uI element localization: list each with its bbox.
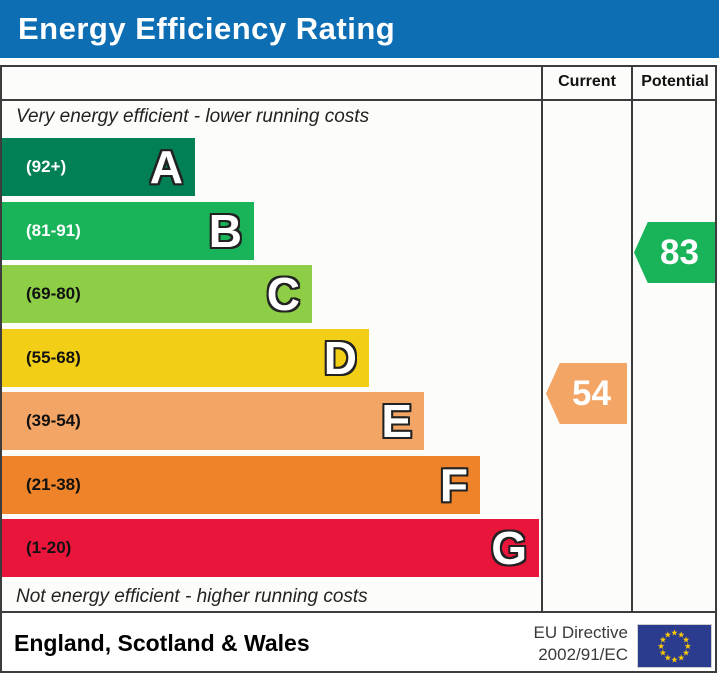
band-e-letter: E xyxy=(381,395,412,447)
band-b: (81-91) B xyxy=(2,202,254,260)
bottom-caption: Not energy efficient - higher running co… xyxy=(16,586,368,607)
eu-directive-line1: EU Directive xyxy=(533,623,628,642)
eu-directive-text: EU Directive 2002/91/EC xyxy=(534,622,628,666)
svg-text:★: ★ xyxy=(657,641,665,651)
potential-rating-value: 83 xyxy=(660,232,699,272)
potential-arrow: 83 xyxy=(634,222,715,283)
eu-flag-icon: ★ ★ ★ ★ ★ ★ ★ ★ ★ ★ ★ ★ xyxy=(637,624,712,668)
column-header-divider xyxy=(0,99,717,101)
region-label: England, Scotland & Wales xyxy=(14,629,310,656)
current-column-header: Current xyxy=(558,73,616,90)
band-f-letter: F xyxy=(439,459,468,511)
band-f: (21-38) F xyxy=(2,456,480,514)
current-rating-value: 54 xyxy=(572,373,611,413)
page-title: Energy Efficiency Rating xyxy=(18,11,396,46)
band-e-range: (39-54) xyxy=(26,411,81,430)
svg-text:★: ★ xyxy=(659,634,667,644)
band-a-letter: A xyxy=(149,141,183,193)
eu-flag-stars: ★ ★ ★ ★ ★ ★ ★ ★ ★ ★ ★ ★ xyxy=(657,628,692,665)
band-d: (55-68) D xyxy=(2,329,369,387)
top-caption: Very energy efficient - lower running co… xyxy=(16,106,370,127)
svg-text:★: ★ xyxy=(659,648,667,658)
potential-column-header: Potential xyxy=(641,73,709,90)
band-g-letter: G xyxy=(491,522,527,574)
potential-column-divider xyxy=(631,65,633,613)
current-arrow: 54 xyxy=(546,363,627,424)
band-f-range: (21-38) xyxy=(26,475,81,494)
footer-frame xyxy=(0,613,717,673)
svg-text:★: ★ xyxy=(664,629,672,639)
svg-text:★: ★ xyxy=(664,653,672,663)
band-d-letter: D xyxy=(323,332,357,384)
eu-directive-line2: 2002/91/EC xyxy=(538,645,628,664)
current-column-divider xyxy=(541,65,543,613)
band-e: (39-54) E xyxy=(2,392,424,450)
band-g: (1-20) G xyxy=(2,519,539,577)
svg-text:★: ★ xyxy=(677,653,685,663)
band-b-range: (81-91) xyxy=(26,221,81,240)
svg-text:★: ★ xyxy=(682,648,690,658)
band-a-range: (92+) xyxy=(26,157,67,176)
band-g-range: (1-20) xyxy=(26,538,72,557)
svg-text:★: ★ xyxy=(671,628,679,638)
band-c-letter: C xyxy=(266,268,300,320)
band-b-letter: B xyxy=(208,205,242,257)
title-bar: Energy Efficiency Rating xyxy=(0,0,719,58)
band-d-range: (55-68) xyxy=(26,348,81,367)
band-c-range: (69-80) xyxy=(26,284,81,303)
svg-text:★: ★ xyxy=(671,654,679,664)
band-a: (92+) A xyxy=(2,138,195,196)
svg-text:★: ★ xyxy=(677,629,685,639)
svg-text:★: ★ xyxy=(684,641,692,651)
svg-text:★: ★ xyxy=(682,634,690,644)
band-c: (69-80) C xyxy=(2,265,312,323)
